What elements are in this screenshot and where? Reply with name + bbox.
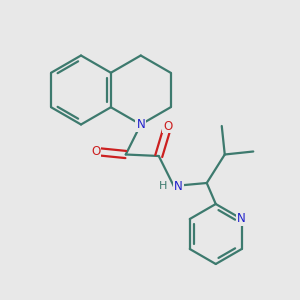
Text: H: H bbox=[159, 181, 167, 191]
Text: N: N bbox=[136, 118, 145, 131]
Text: O: O bbox=[163, 119, 172, 133]
Text: N: N bbox=[237, 212, 246, 226]
Text: N: N bbox=[174, 179, 183, 193]
Text: O: O bbox=[91, 145, 101, 158]
